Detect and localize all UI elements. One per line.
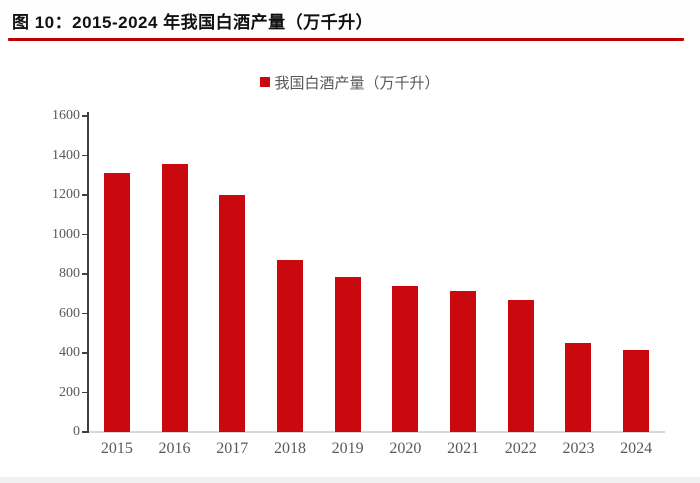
bar-slot-2022 bbox=[492, 116, 550, 432]
bar-2018 bbox=[276, 260, 303, 432]
y-tick-label-1200: 1200 bbox=[52, 187, 80, 202]
x-tick-label-2023: 2023 bbox=[562, 440, 595, 457]
y-tick-label-200: 200 bbox=[59, 384, 80, 400]
plot-area bbox=[82, 112, 665, 433]
y-tick-mark-1000 bbox=[82, 233, 88, 236]
figure-title: 图 10：2015-2024 年我国白酒产量（万千升） bbox=[12, 13, 374, 32]
bar-2024 bbox=[623, 350, 650, 432]
x-tick-label-2022: 2022 bbox=[504, 440, 537, 457]
y-tick-label-600: 600 bbox=[59, 305, 80, 321]
x-tick-label-2016: 2016 bbox=[158, 440, 191, 457]
chart-legend: 我国白酒产量（万千升） bbox=[0, 72, 700, 92]
bar-2023 bbox=[565, 343, 592, 432]
bar-slot-2024 bbox=[607, 116, 665, 432]
bar-slot-2017 bbox=[203, 116, 261, 432]
y-tick-label-400: 400 bbox=[59, 345, 80, 360]
legend-label: 我国白酒产量（万千升） bbox=[274, 74, 440, 92]
bar-2017 bbox=[219, 195, 246, 432]
red-square-icon bbox=[260, 77, 271, 87]
bars-row bbox=[88, 116, 665, 432]
y-tick-mark-1200 bbox=[82, 194, 88, 196]
figure-title-bar: 图 10：2015-2024 年我国白酒产量（万千升） bbox=[0, 0, 700, 38]
bar-slot-2018 bbox=[261, 116, 319, 432]
x-tick-label-2019: 2019 bbox=[331, 440, 364, 457]
x-tick-label-2017: 2017 bbox=[216, 440, 249, 457]
y-tick-mark-0 bbox=[82, 431, 88, 433]
x-axis-labels: 2015 2016 2017 2018 2019 2020 2021 2022 2023 2024 bbox=[88, 440, 665, 458]
bar-slot-2020 bbox=[377, 116, 435, 432]
x-tick-label-2020: 2020 bbox=[389, 440, 422, 457]
x-tick-label-2018: 2018 bbox=[273, 440, 306, 457]
y-tick-label-1400: 1400 bbox=[52, 147, 80, 163]
bottom-edge-band bbox=[0, 477, 700, 483]
x-axis-line bbox=[88, 431, 665, 433]
bar-2020 bbox=[392, 285, 419, 432]
y-tick-label-800: 800 bbox=[59, 266, 80, 281]
y-tick-mark-1400 bbox=[82, 154, 88, 157]
bar-slot-2015 bbox=[88, 116, 146, 432]
y-tick-label-1000: 1000 bbox=[52, 226, 80, 242]
y-tick-mark-400 bbox=[82, 352, 88, 354]
y-tick-label-1600: 1600 bbox=[52, 108, 80, 123]
y-tick-mark-600 bbox=[82, 312, 88, 315]
y-tick-label-0: 0 bbox=[73, 424, 80, 439]
bar-2022 bbox=[507, 299, 534, 432]
y-tick-mark-800 bbox=[82, 273, 88, 275]
x-tick-label-2021: 2021 bbox=[447, 440, 480, 457]
bar-slot-2019 bbox=[319, 116, 377, 432]
y-tick-mark-1600 bbox=[82, 115, 88, 117]
x-tick-label-2024: 2024 bbox=[620, 440, 653, 457]
y-axis-line bbox=[87, 112, 89, 433]
y-tick-mark-200 bbox=[82, 391, 88, 394]
x-tick-label-2015: 2015 bbox=[100, 440, 133, 457]
bar-2019 bbox=[334, 276, 361, 432]
bar-2015 bbox=[103, 172, 130, 432]
bar-slot-2016 bbox=[146, 116, 204, 432]
bar-slot-2023 bbox=[550, 116, 608, 432]
bar-2016 bbox=[161, 163, 188, 432]
title-underline-rule bbox=[8, 38, 684, 41]
bar-slot-2021 bbox=[434, 116, 492, 432]
bar-2021 bbox=[450, 290, 477, 432]
